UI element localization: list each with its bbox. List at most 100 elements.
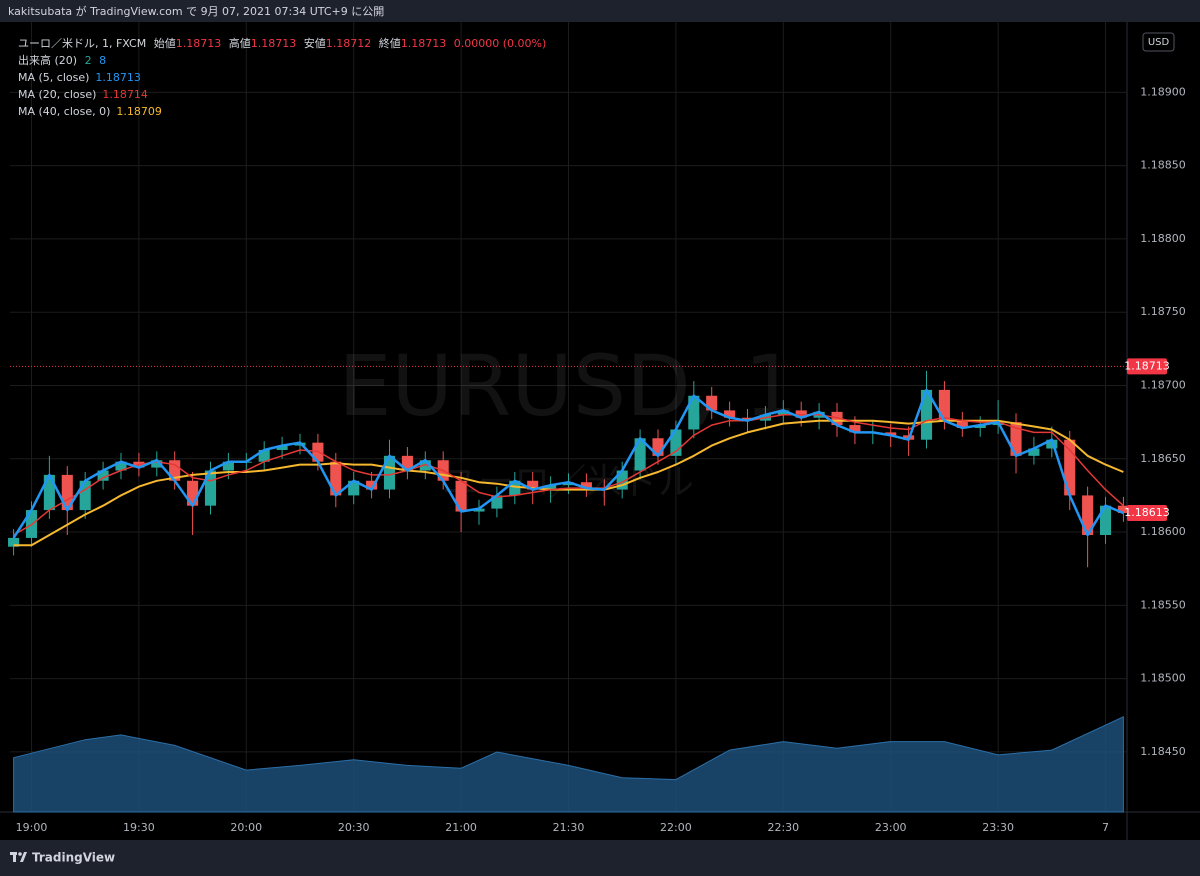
legend-row: MA (20, close) 1.18714 [18, 88, 148, 101]
legend-value: 1.18713 [95, 71, 141, 84]
volume-area [13, 716, 1124, 813]
candle-body [1046, 439, 1058, 449]
ma-line [13, 414, 1124, 536]
y-tick-label: 1.18800 [1140, 232, 1186, 245]
candle-body [1099, 505, 1112, 535]
ohlc-label: 終値 [379, 36, 401, 50]
footer-bar [0, 840, 1200, 876]
ohlc-label: 安値 [304, 36, 326, 50]
x-tick-label: 22:00 [660, 821, 692, 834]
ohlc-value: 1.18713 [176, 37, 222, 50]
currency-box[interactable] [1142, 32, 1175, 52]
candle-body [670, 429, 682, 456]
volume-value: 2 [85, 54, 92, 67]
brand-name: TradingView [32, 851, 115, 865]
axes: 1.18900 1.18850 1.18800 1.18750 1.18700 1.186… [10, 85, 1186, 834]
candle-body [974, 425, 986, 428]
candle-body [938, 389, 950, 421]
x-tick-label: 21:00 [445, 821, 477, 834]
candle-body [634, 438, 646, 471]
candle-body [1010, 422, 1022, 456]
y-tick-label: 1.18500 [1140, 672, 1186, 685]
y-tick-label: 1.18750 [1140, 305, 1186, 318]
volume-pane [13, 716, 1124, 813]
price-label-box [1127, 358, 1167, 375]
candle-body [527, 480, 539, 490]
ohlc-value: 1.18713 [251, 37, 297, 50]
y-tick-label: 1.18600 [1140, 525, 1186, 538]
y-tick-label: 1.18550 [1140, 598, 1186, 611]
candle-body [79, 480, 91, 511]
x-tick-label: 19:00 [16, 821, 48, 834]
header-bar [0, 0, 1200, 22]
candle-body [258, 449, 270, 462]
price-label: 1.18713 [1124, 359, 1170, 372]
candle-body [509, 480, 521, 496]
legend-row: 出来高 (20) 2 8 [18, 53, 106, 67]
candle-body [920, 389, 933, 440]
candle-body [97, 470, 109, 481]
brand-logo [10, 852, 27, 862]
x-tick-label: 7 [1102, 821, 1109, 834]
x-tick-label: 22:30 [767, 821, 799, 834]
candle-body [61, 474, 73, 511]
ohlc-value: 1.18712 [326, 37, 372, 50]
moving-averages [12, 388, 1124, 547]
y-tick-label: 1.18450 [1140, 745, 1186, 758]
ma-line [12, 388, 1124, 539]
candle-body [777, 410, 789, 415]
watermark: EURUSD, 1 [338, 337, 797, 435]
candle-body [1028, 448, 1040, 456]
candle-body [169, 460, 181, 481]
ohlc-value: 1.18713 [401, 37, 447, 50]
x-tick-label: 19:30 [123, 821, 155, 834]
legend-name: MA (20, close) [18, 88, 96, 101]
y-tick-label: 1.18850 [1140, 159, 1186, 172]
price-label-box [1127, 505, 1167, 522]
legend-row: ユーロ／米ドル, 1, FXCM 始値1.18713 高値1.18713 安値1… [18, 36, 546, 50]
x-tick-label: 23:30 [982, 821, 1014, 834]
x-tick-label: 21:30 [553, 821, 585, 834]
candle-body [491, 495, 503, 509]
x-tick-label: 23:00 [875, 821, 907, 834]
candle-body [545, 485, 557, 490]
chart-area [0, 22, 1200, 840]
candle-body [330, 461, 342, 496]
candle-body [366, 480, 378, 490]
candle-body [580, 482, 592, 489]
price-label: 1.18613 [1124, 506, 1170, 519]
header-text: kakitsubata が TradingView.com で 9月 07, 2… [8, 4, 384, 18]
change: 0.00000 (0.00%) [454, 37, 547, 50]
legend-name: MA (40, close, 0) [18, 105, 110, 118]
candle-body [956, 420, 968, 428]
candle-body [401, 455, 413, 471]
candle-body [724, 410, 736, 418]
candle-body [276, 445, 288, 450]
candle-body [562, 482, 575, 486]
candle-body [151, 460, 163, 468]
x-tick-label: 20:00 [230, 821, 262, 834]
y-tick-label: 1.18700 [1140, 378, 1186, 391]
x-tick-label: 20:30 [338, 821, 370, 834]
legend-row: MA (5, close) 1.18713 [18, 71, 141, 84]
symbol: ユーロ／米ドル, 1, FXCM [18, 37, 146, 50]
ohlc-label: 高値 [229, 36, 251, 50]
candle-body [1117, 505, 1129, 514]
candle-body [706, 395, 718, 411]
candle-body [348, 480, 360, 496]
candle-body [1082, 495, 1094, 535]
candle-body [1064, 439, 1076, 496]
ma-line [13, 419, 1124, 547]
volume-name: 出来高 (20) [18, 53, 77, 67]
volume-ma-value: 8 [99, 54, 106, 67]
candle-body [204, 470, 217, 506]
candle-body [115, 461, 127, 471]
candle-body [455, 480, 467, 512]
candle-body [187, 480, 199, 506]
y-tick-label: 1.18650 [1140, 452, 1186, 465]
candle-body [473, 508, 485, 512]
candle-body [885, 432, 897, 436]
candle-body [849, 425, 861, 433]
candle-body [43, 474, 55, 511]
